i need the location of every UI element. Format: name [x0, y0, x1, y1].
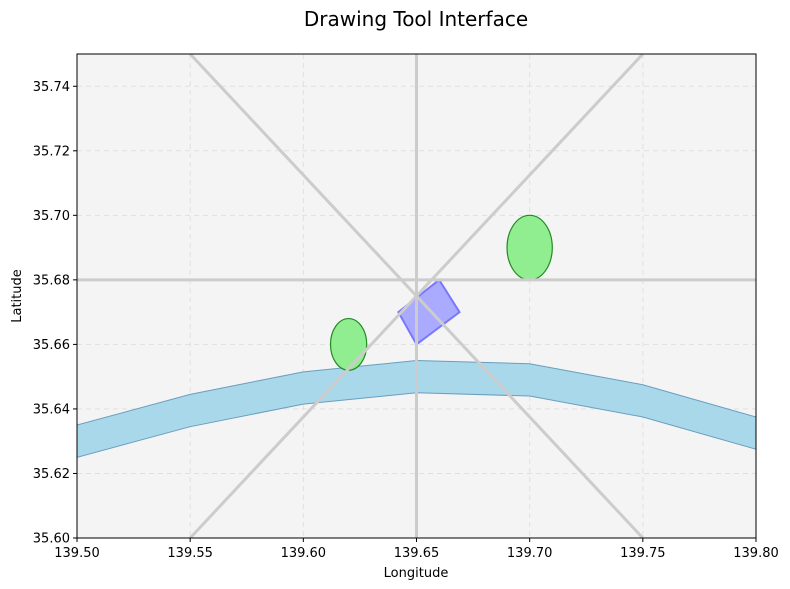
- y-tick-label-0: 35.60: [33, 532, 70, 547]
- x-tick-label-3: 139.65: [394, 546, 440, 561]
- y-tick-label-2: 35.64: [33, 402, 70, 417]
- y-tick-label-7: 35.74: [33, 80, 70, 95]
- guide-line-3: [189, 54, 644, 538]
- guide-lines: [77, 54, 756, 538]
- x-tick-label-4: 139.70: [507, 546, 553, 561]
- chart-title: Drawing Tool Interface: [304, 7, 528, 31]
- y-axis-label: Latitude: [10, 269, 25, 323]
- polygon-shape: [397, 278, 461, 346]
- ellipse-shape-1: [329, 317, 368, 371]
- x-tick-label-6: 139.80: [733, 546, 779, 561]
- ellipse-shape-2: [506, 214, 553, 281]
- y-axis-ticks: 35.60 35.62 35.64 35.66 35.68 35.70 35.72 35.74: [33, 80, 77, 547]
- x-tick-label-5: 139.75: [620, 546, 666, 561]
- x-tick-label-0: 139.50: [54, 546, 100, 561]
- x-tick-label-2: 139.60: [281, 546, 327, 561]
- y-tick-label-5: 35.70: [33, 209, 70, 224]
- shapes: [77, 214, 756, 458]
- y-tick-label-3: 35.66: [33, 338, 70, 353]
- x-tick-label-1: 139.55: [167, 546, 213, 561]
- y-tick-label-1: 35.62: [33, 467, 70, 482]
- x-axis-ticks: 139.50 139.55 139.60 139.65 139.70 139.75 139.…: [54, 538, 779, 561]
- x-axis-label: Longitude: [384, 566, 449, 581]
- y-tick-label-6: 35.72: [33, 144, 70, 159]
- y-tick-label-4: 35.68: [33, 273, 70, 288]
